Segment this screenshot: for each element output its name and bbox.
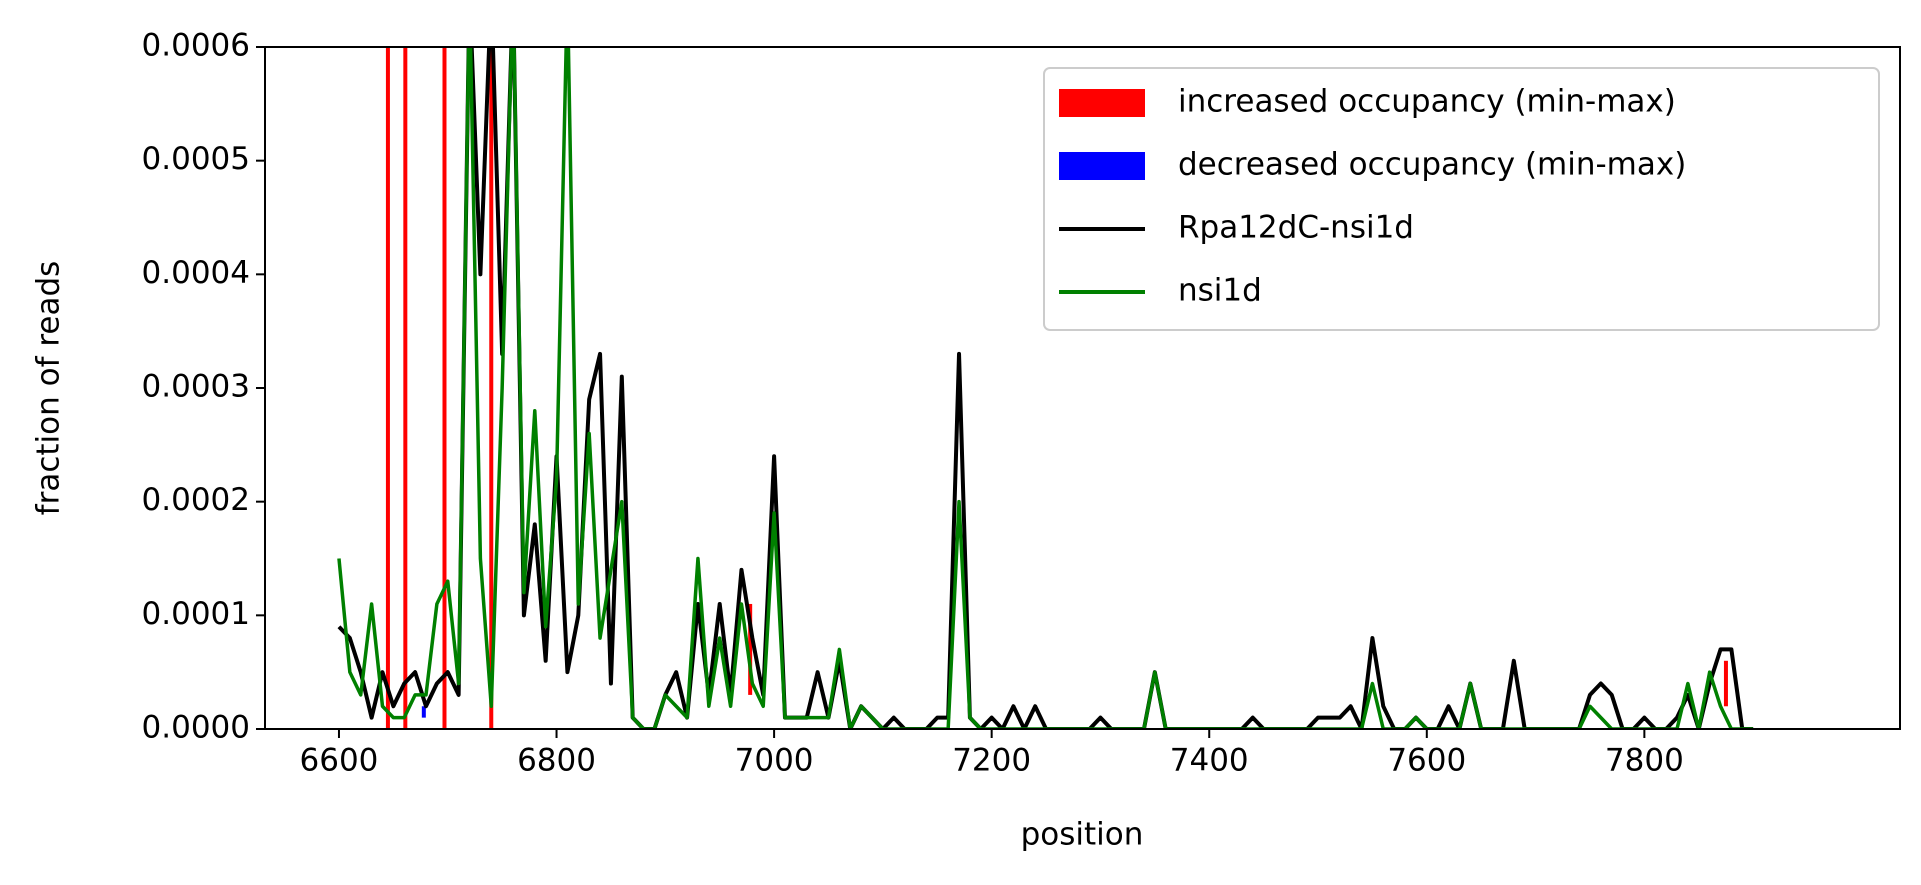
y-tick-label: 0.0005 — [142, 141, 250, 177]
legend-label: decreased occupancy (min-max) — [1178, 147, 1686, 183]
legend-patch — [1059, 152, 1145, 180]
x-tick-label: 6800 — [517, 743, 596, 779]
occupancy-band — [1723, 660, 1728, 707]
legend-box — [1043, 67, 1880, 331]
y-tick-label: 0.0002 — [142, 482, 250, 518]
series-line — [337, 47, 1754, 729]
y-tick-label: 0.0004 — [142, 255, 250, 291]
legend: increased occupancy (min-max) decreased o… — [1043, 67, 1880, 331]
legend-label: increased occupancy (min-max) — [1178, 84, 1676, 120]
y-tick-label: 0.0001 — [142, 596, 250, 632]
y-axis-label: fraction of reads — [31, 261, 67, 516]
occupancy-band — [385, 47, 390, 729]
x-tick-label: 7400 — [1170, 743, 1249, 779]
x-tick-label: 7800 — [1605, 743, 1684, 779]
y-tick-label: 0.0006 — [142, 28, 250, 64]
x-tick-label: 6600 — [300, 743, 379, 779]
plot-area — [337, 47, 1754, 729]
occupancy-band — [421, 706, 426, 718]
x-tick-label: 7200 — [952, 743, 1031, 779]
x-tick-label: 7000 — [735, 743, 814, 779]
occupancy-band — [403, 47, 408, 729]
legend-patch — [1059, 89, 1145, 117]
occupancy-band — [489, 47, 494, 729]
legend-label: Rpa12dC-nsi1d — [1178, 210, 1414, 246]
x-axis-label: position — [1021, 817, 1144, 853]
legend-label: nsi1d — [1178, 273, 1262, 309]
x-tick-label: 7600 — [1387, 743, 1466, 779]
y-tick-label: 0.0000 — [142, 710, 250, 746]
series-line — [337, 47, 1754, 729]
occupancy-band — [748, 603, 753, 695]
y-tick-label: 0.0003 — [142, 369, 250, 405]
occupancy-band — [442, 47, 447, 729]
